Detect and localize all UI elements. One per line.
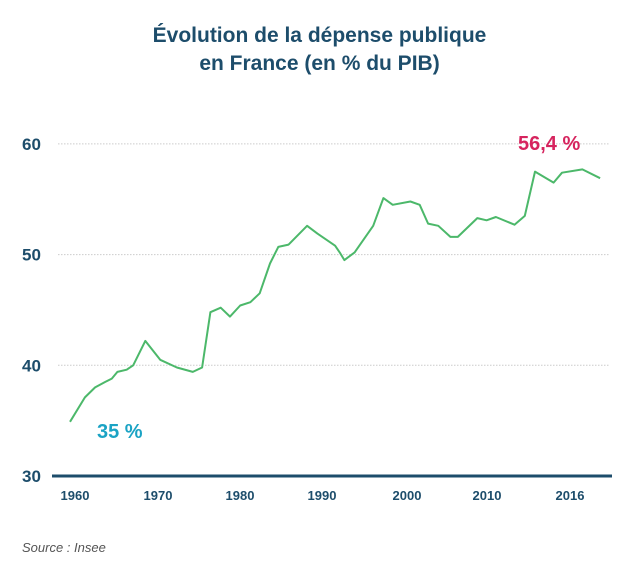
- y-tick-label: 40: [22, 356, 41, 375]
- source-note: Source : Insee: [22, 540, 106, 555]
- x-tick-label: 2016: [556, 488, 585, 503]
- y-tick-label: 50: [22, 246, 41, 265]
- x-tick-label: 1960: [61, 488, 90, 503]
- x-tick-label: 1970: [144, 488, 173, 503]
- x-tick-label: 2000: [393, 488, 422, 503]
- x-tick-label: 1980: [226, 488, 255, 503]
- series-line: [69, 168, 601, 423]
- y-tick-label: 60: [22, 135, 41, 154]
- start-value-annotation: 35 %: [97, 421, 143, 443]
- chart-title-line2: en France (en % du PIB): [199, 52, 440, 75]
- y-tick-label: 30: [22, 467, 41, 486]
- chart-title: Évolution de la dépense publique en Fran…: [0, 22, 639, 78]
- x-tick-label: 2010: [473, 488, 502, 503]
- chart-title-line1: Évolution de la dépense publique: [152, 24, 487, 47]
- x-tick-label: 1990: [308, 488, 337, 503]
- end-value-annotation: 56,4 %: [518, 133, 580, 155]
